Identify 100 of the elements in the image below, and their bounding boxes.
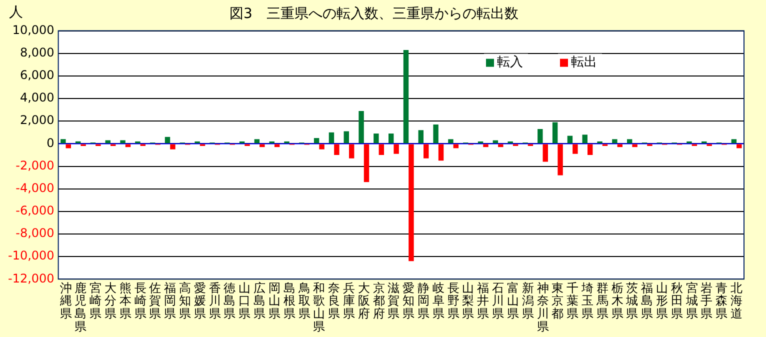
bar (453, 144, 459, 148)
x-tick-label: 新潟県 (522, 280, 534, 321)
x-tick-label: 富山県 (506, 280, 519, 321)
bar (170, 144, 176, 150)
y-tick-label: -4,000 (16, 180, 54, 195)
bar (334, 144, 340, 155)
bar (66, 144, 71, 148)
bar (731, 139, 737, 144)
y-tick-label: -10,000 (8, 248, 54, 263)
x-tick-label: 滋賀県 (388, 280, 400, 321)
x-tick-label: 千葉県 (566, 280, 579, 321)
bar (328, 132, 334, 144)
x-tick-label: 栃木県 (611, 280, 624, 321)
bar (319, 144, 324, 150)
x-tick-label: 石川県 (492, 280, 504, 321)
x-tick-label: 香川県 (208, 280, 221, 321)
bar (254, 139, 260, 144)
bar (60, 139, 66, 144)
bar (403, 50, 409, 144)
legend-label: 転入 (497, 55, 523, 70)
bar (348, 144, 354, 158)
bar (617, 144, 623, 148)
bar (358, 110, 364, 144)
x-tick-label: 青森県 (716, 280, 728, 321)
bar (394, 144, 399, 154)
bar (632, 144, 638, 148)
bar (418, 130, 424, 144)
x-tick-label: 福岡県 (164, 280, 176, 321)
x-tick-label: 埼玉県 (580, 280, 594, 321)
x-tick-label: 福井県 (477, 280, 490, 321)
x-tick-label: 群馬県 (595, 280, 608, 321)
x-tick-label: 兵庫県 (342, 280, 355, 321)
x-tick-label: 佐賀県 (149, 280, 162, 321)
x-tick-label: 山梨県 (462, 280, 474, 321)
bar (164, 136, 170, 144)
y-tick-label: 6,000 (20, 68, 54, 82)
x-tick-label: 福島県 (641, 280, 654, 321)
y-axis-title: 人 (9, 4, 23, 21)
x-tick-label: 愛媛県 (194, 280, 206, 321)
y-tick-label: 0 (46, 136, 54, 150)
bar (587, 144, 593, 155)
x-tick-label: 秋田県 (670, 280, 683, 321)
x-tick-label: 広島県 (254, 280, 266, 321)
x-tick-label: 岩手県 (700, 280, 713, 321)
y-tick-label: 8,000 (20, 46, 54, 60)
y-tick-label: -6,000 (16, 204, 54, 218)
bar (364, 144, 370, 182)
bar (274, 144, 280, 148)
bar (344, 131, 349, 144)
bar (424, 144, 429, 158)
bar (378, 144, 384, 155)
x-tick-label: 長崎県 (134, 280, 146, 321)
bar (408, 144, 414, 262)
bar (125, 144, 131, 148)
x-tick-label: 神奈川県 (536, 280, 549, 334)
x-tick-label: 静岡県 (418, 280, 430, 321)
bar (582, 134, 588, 144)
x-tick-label: 北海道 (730, 280, 743, 321)
bar (572, 144, 578, 154)
bar (552, 122, 558, 144)
bar (448, 139, 454, 144)
x-tick-label: 島根県 (283, 280, 296, 321)
x-tick-label: 長野県 (447, 280, 460, 321)
x-tick-label: 宮城県 (684, 280, 698, 321)
bar (483, 144, 488, 148)
x-tick-label: 徳島県 (224, 280, 236, 321)
x-tick-label: 鳥取県 (297, 280, 310, 321)
x-tick-label: 高知県 (179, 280, 192, 321)
y-tick-label: 2,000 (20, 113, 54, 128)
bar (314, 138, 320, 144)
bar (612, 139, 618, 144)
bar (388, 134, 394, 144)
bar (538, 129, 543, 144)
bar (498, 144, 504, 148)
y-tick-label: -12,000 (8, 271, 54, 286)
x-tick-label: 岡山県 (268, 280, 280, 321)
y-tick-label: -8,000 (16, 226, 54, 240)
bar (567, 136, 573, 144)
x-tick-label: 茨城県 (625, 280, 638, 321)
x-tick-label: 鹿児島県 (74, 280, 87, 334)
x-tick-label: 山口県 (238, 280, 251, 321)
chart-title: 図3 三重県への転入数、三重県からの転出数 (230, 6, 518, 22)
bar (260, 144, 265, 148)
bar (626, 139, 632, 144)
bar (558, 144, 563, 176)
x-tick-label: 熊本県 (119, 280, 132, 321)
y-tick-label: -2,000 (16, 158, 54, 172)
x-tick-label: 愛知県 (402, 280, 415, 321)
x-tick-label: 東京都 (552, 280, 564, 321)
x-tick-label: 山形県 (656, 280, 668, 321)
bar (438, 144, 444, 161)
bar (542, 144, 548, 162)
x-tick-label: 岐阜県 (432, 280, 444, 321)
bar (433, 124, 438, 144)
x-tick-label: 和歌山県 (313, 280, 326, 334)
bar (120, 140, 126, 144)
x-tick-label: 大阪府 (358, 280, 370, 321)
x-tick-label: 京都府 (372, 280, 385, 321)
bar (374, 134, 379, 144)
x-tick-label: 沖縄県 (58, 280, 72, 321)
